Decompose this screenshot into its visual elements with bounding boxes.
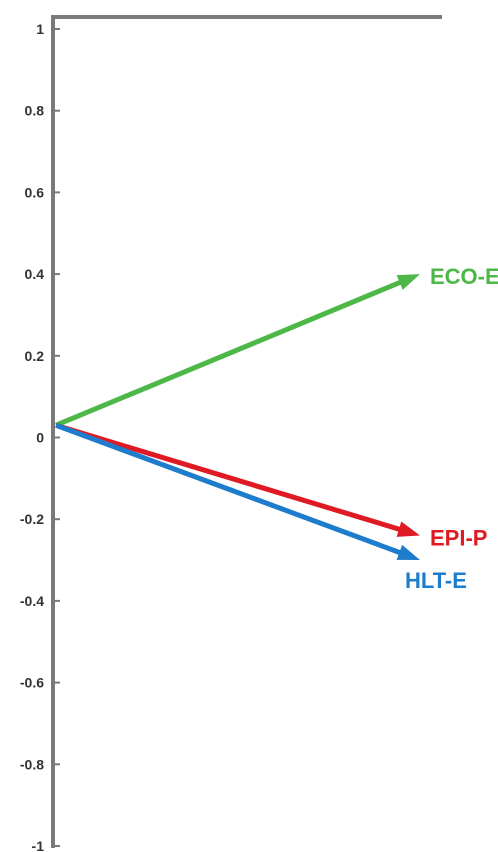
vector-epi-p-arrowhead	[396, 521, 420, 537]
y-tick-label: 0.2	[25, 348, 45, 364]
y-tick-label: -0.6	[20, 675, 44, 691]
vector-hlt-e-arrowhead	[396, 544, 420, 561]
vector-eco-e-arrowhead	[396, 274, 420, 290]
vector-eco-e-label: ECO-E	[430, 264, 498, 289]
y-tick-label: 1	[36, 21, 44, 37]
y-axis-ticks: 1 0.8 0.6 0.4 0.2 0 -0.2 -0.4 -0.6 -0.8 -1	[20, 21, 60, 852]
vector-epi-p-label: EPI-P	[430, 526, 487, 551]
vector-hlt-e-shaft	[55, 422, 403, 556]
vector-epi-p-shaft	[55, 422, 402, 533]
y-tick-label: 0	[36, 430, 44, 446]
y-tick-label: 0.8	[25, 103, 45, 119]
vector-series: ECO-E EPI-P HLT-E	[55, 264, 498, 593]
plot-frame	[51, 15, 442, 848]
y-axis	[51, 15, 442, 848]
y-tick-label: -0.2	[20, 511, 44, 527]
y-tick-label: 0.6	[25, 184, 45, 200]
vector-hlt-e-label: HLT-E	[405, 568, 467, 593]
y-tick-label: -0.8	[20, 756, 44, 772]
y-tick-label: -1	[32, 838, 45, 852]
vector-eco-e-shaft	[55, 279, 403, 428]
y-tick-label: -0.4	[20, 593, 44, 609]
y-tick-label: 0.4	[25, 266, 45, 282]
